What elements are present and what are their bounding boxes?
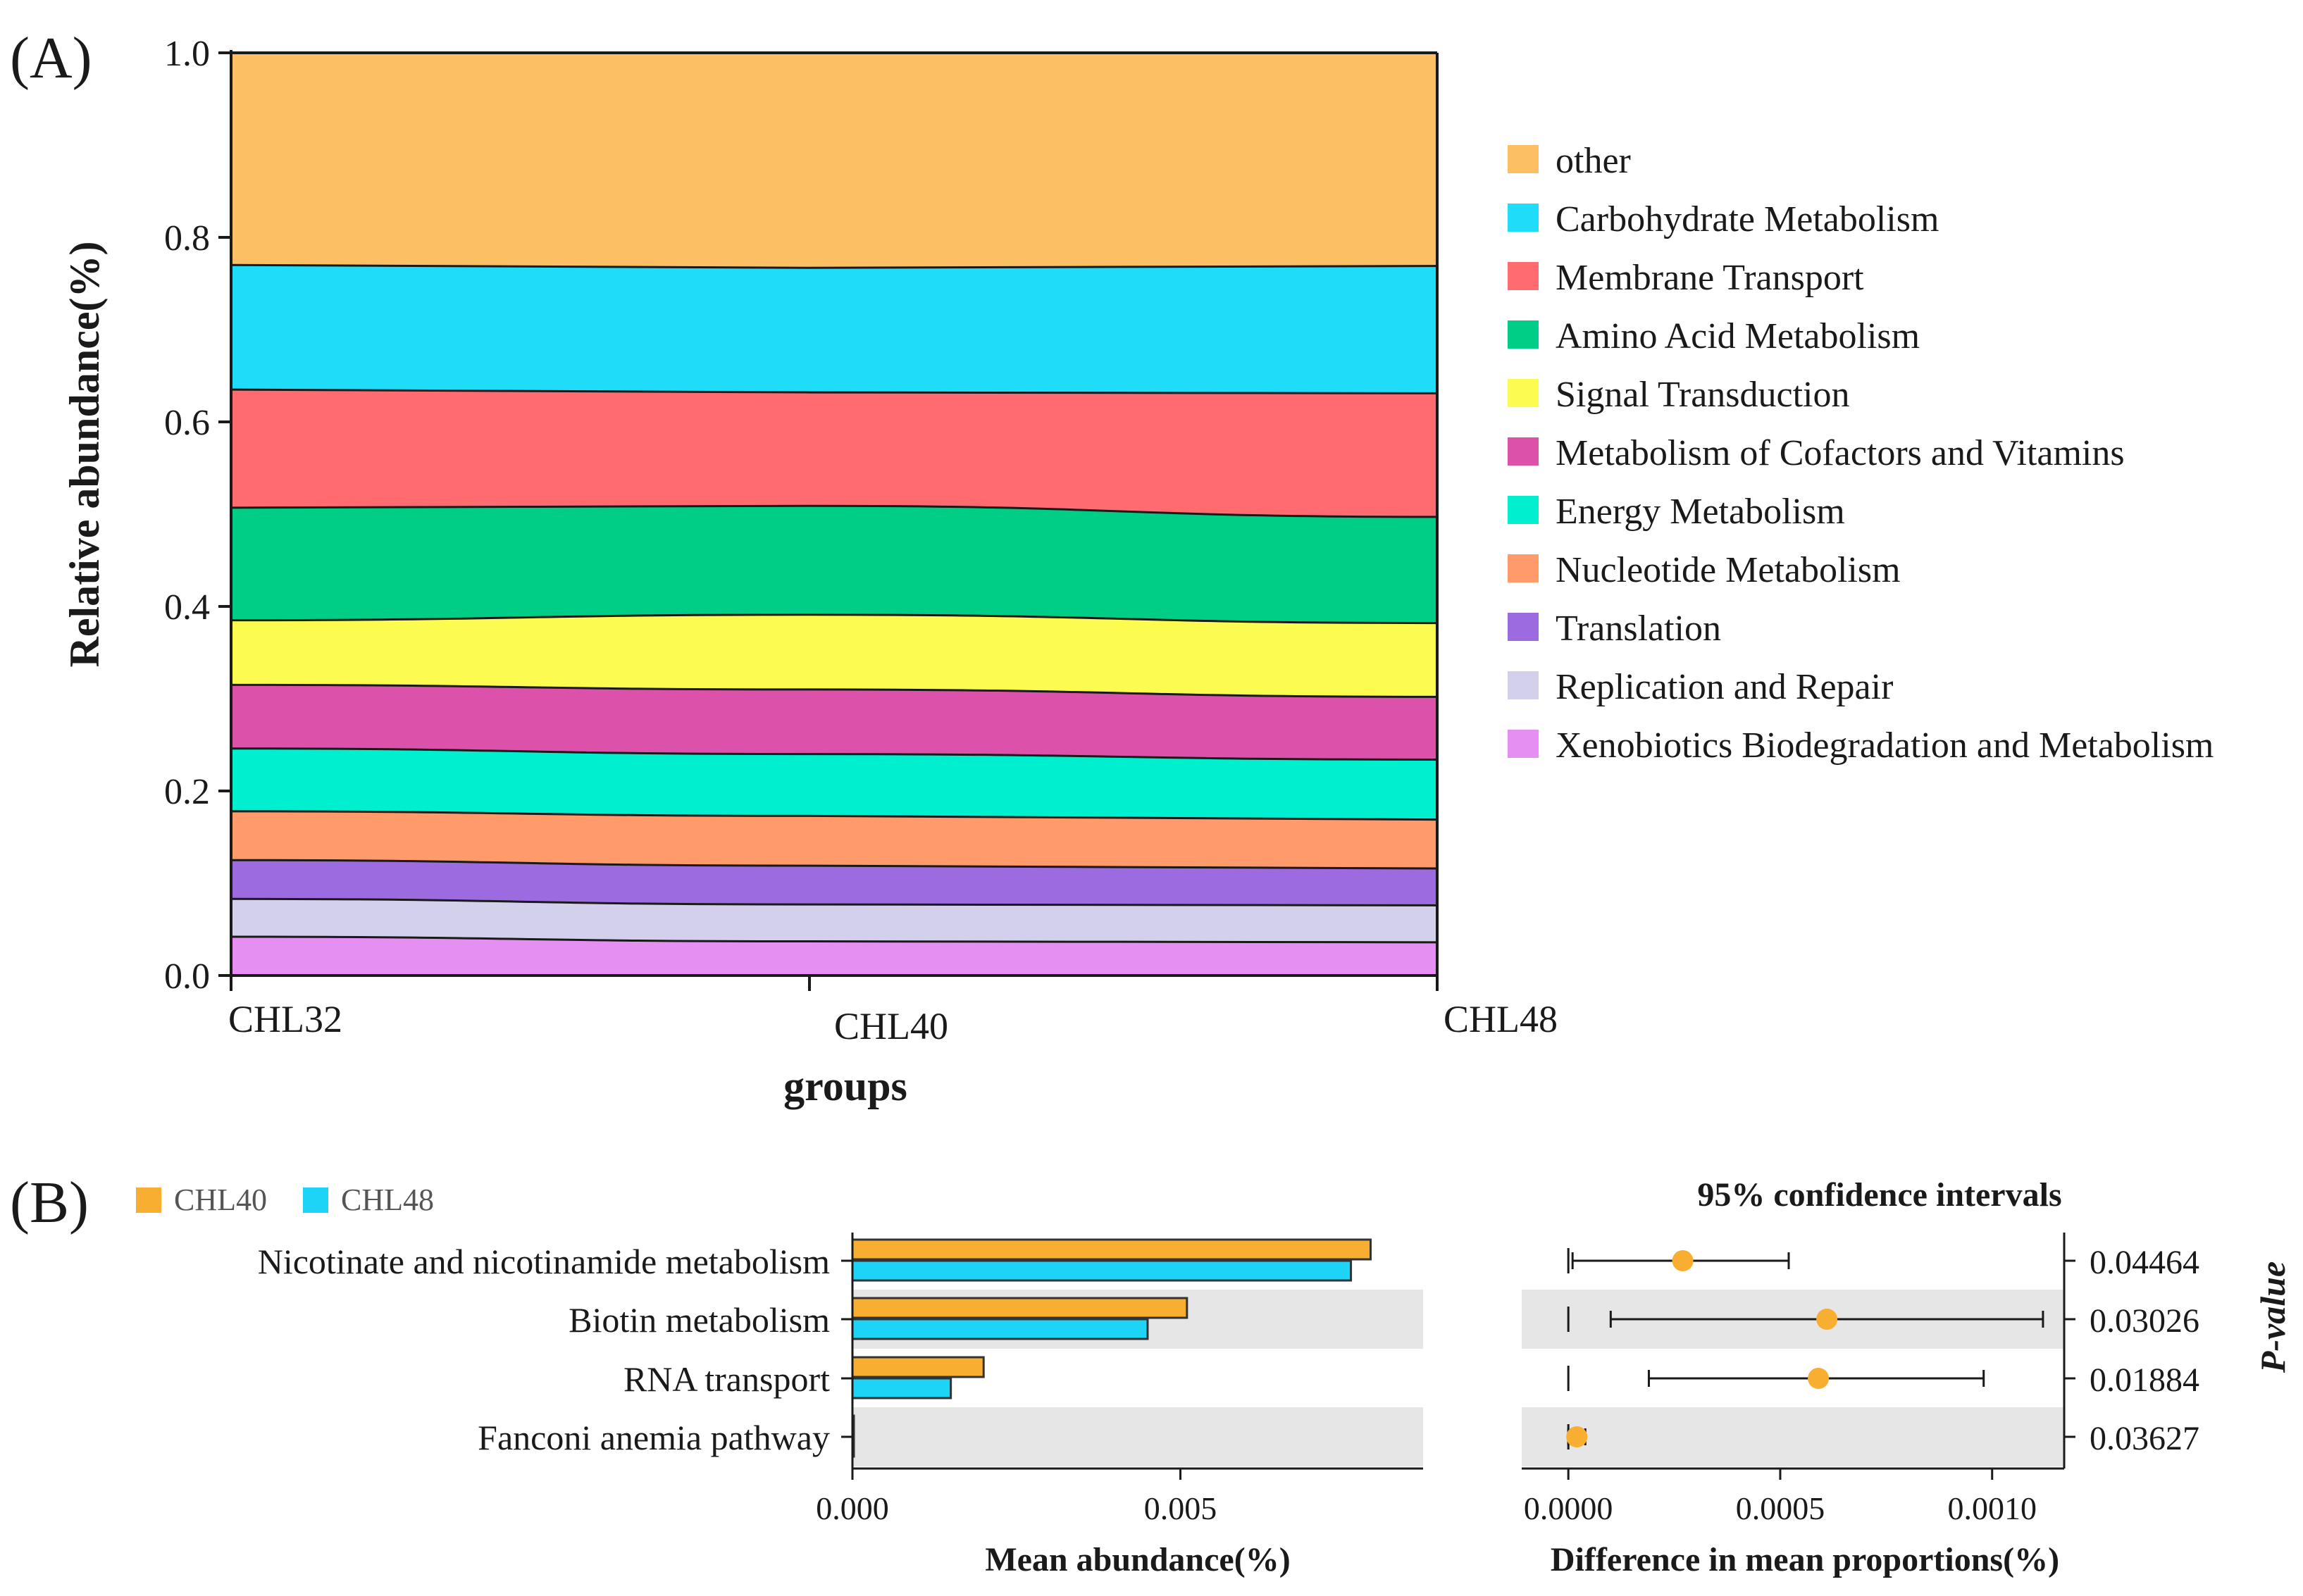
area-translation <box>231 860 1437 906</box>
legend-label-xenobiotics-biodegradation-and-metabolism: Xenobiotics Biodegradation and Metabolis… <box>1556 725 2214 766</box>
y-tick-label: 0.6 <box>164 403 210 443</box>
legend-label-chl40: CHL40 <box>174 1183 267 1217</box>
y-tick-label: 0.4 <box>164 587 210 628</box>
row-band <box>1522 1407 2064 1466</box>
legend-swatch-xenobiotics-biodegradation-and-metabolism <box>1508 730 1539 758</box>
area-boundary-line <box>230 504 1438 518</box>
area-boundary-line <box>230 859 1438 870</box>
x-axis-title: Difference in mean proportions(%) <box>1551 1541 2059 1578</box>
area-boundary-line <box>230 263 1438 269</box>
panel-b-confidence-interval-chart: 95% confidence intervals 0.04464 0.03026 0.… <box>1522 1176 2292 1578</box>
legend-swatch-chl40 <box>136 1187 161 1213</box>
p-value-label: 0.01884 <box>2090 1361 2199 1399</box>
legend-label-energy-metabolism: Energy Metabolism <box>1556 492 1845 532</box>
legend-swatch-replication-and-repair <box>1508 671 1539 699</box>
bar-chl40-biotin-metabolism <box>851 1297 1188 1319</box>
legend-swatch-energy-metabolism <box>1508 496 1539 524</box>
legend-swatch-metabolism-of-cofactors-and-vitamins <box>1508 437 1539 466</box>
category-label-nicotinate-and-nicotinamide-metabolism: Nicotinate and nicotinamide metabolism <box>258 1242 830 1281</box>
x-tick-label: 0.0000 <box>1524 1490 1613 1526</box>
x-tick-label: 0.005 <box>1144 1490 1217 1526</box>
panel-b-bar-chart: (B) CHL40 CHL48 Nicotinate and nicotinamide… <box>10 1170 1423 1578</box>
area-boundary-line <box>230 388 1438 394</box>
area-nucleotide-metabolism <box>231 811 1437 869</box>
row-band <box>852 1407 1423 1466</box>
panel-a-stream-area-chart: (A) 0.0 0.2 0.4 0.6 0.8 1.0 CHL32 CHL40 CHL48 grou… <box>10 25 2214 1109</box>
legend-label-signal-transduction: Signal Transduction <box>1556 375 1850 415</box>
legend-swatch-nucleotide-metabolism <box>1508 554 1539 582</box>
legend-label-amino-acid-metabolism: Amino Acid Metabolism <box>1556 316 1920 356</box>
legend-swatch-other <box>1508 145 1539 173</box>
area-boundary-line <box>230 613 1438 625</box>
area-boundary-line <box>230 747 1438 761</box>
ci-point <box>1808 1368 1830 1389</box>
y-tick-label: 0.8 <box>164 218 210 258</box>
x-tick-label: 0.000 <box>816 1490 889 1526</box>
x-tick-label: 0.0010 <box>1947 1490 2037 1526</box>
legend-label-carbohydrate-metabolism: Carbohydrate Metabolism <box>1556 199 1939 239</box>
legend-label-chl48: CHL48 <box>341 1183 434 1217</box>
x-tick-label: CHL32 <box>228 998 342 1040</box>
area-boundary-line <box>230 897 1438 906</box>
bar-chl48-biotin-metabolism <box>851 1318 1149 1340</box>
area-metabolism-of-cofactors-and-vitamins <box>231 685 1437 760</box>
category-label-biotin-metabolism: Biotin metabolism <box>569 1300 830 1340</box>
area-replication-and-repair <box>231 899 1437 942</box>
ci-point <box>1566 1426 1588 1447</box>
legend-swatch-amino-acid-metabolism <box>1508 320 1539 349</box>
y-tick-label: 0.0 <box>164 956 210 997</box>
legend-swatch-signal-transduction <box>1508 379 1539 407</box>
legend-label-replication-and-repair: Replication and Repair <box>1556 667 1893 707</box>
area-other <box>231 53 1437 268</box>
bar-chl48-rna-transport <box>851 1377 952 1399</box>
legend-swatch-translation <box>1508 613 1539 641</box>
y-tick-label: 0.2 <box>164 772 210 812</box>
category-label-fanconi-anemia-pathway: Fanconi anemia pathway <box>478 1418 830 1457</box>
legend-swatch-chl48 <box>303 1187 328 1213</box>
x-axis-title: groups <box>783 1063 907 1109</box>
ci-point <box>1672 1250 1694 1271</box>
p-value-label: 0.03627 <box>2090 1420 2199 1457</box>
area-signal-transduction <box>231 614 1437 697</box>
category-label-rna-transport: RNA transport <box>623 1359 830 1399</box>
x-axis-title: Mean abundance(%) <box>985 1541 1290 1578</box>
ci-point <box>1816 1309 1838 1330</box>
p-value-label: 0.04464 <box>2090 1244 2199 1281</box>
area-boundary-line <box>230 810 1438 821</box>
legend-label-translation: Translation <box>1556 609 1721 649</box>
bar-chl40-rna-transport <box>851 1356 985 1378</box>
legend-swatch-carbohydrate-metabolism <box>1508 204 1539 232</box>
p-value-label: 0.03026 <box>2090 1302 2199 1340</box>
panel-label-b: (B) <box>10 1170 89 1235</box>
x-tick-label: CHL40 <box>834 1005 948 1047</box>
area-amino-acid-metabolism <box>231 506 1437 623</box>
ci-title: 95% confidence intervals <box>1697 1176 2061 1214</box>
x-tick-label: 0.0005 <box>1736 1490 1825 1526</box>
legend-label-nucleotide-metabolism: Nucleotide Metabolism <box>1556 550 1901 590</box>
legend-label-other: other <box>1556 141 1631 181</box>
legend-swatch-membrane-transport <box>1508 262 1539 290</box>
bar-chl40-nicotinate-and-nicotinamide-metabolism <box>851 1238 1372 1261</box>
panel-label-a: (A) <box>10 25 92 91</box>
area-boundary-line <box>230 683 1438 698</box>
x-tick-label: CHL48 <box>1444 998 1558 1040</box>
area-energy-metabolism <box>231 748 1437 820</box>
legend-label-membrane-transport: Membrane Transport <box>1556 258 1864 298</box>
area-xenobiotics-biodegradation-and-metabolism <box>231 936 1437 975</box>
legend-label-metabolism-of-cofactors-and-vitamins: Metabolism of Cofactors and Vitamins <box>1556 433 2125 473</box>
area-carbohydrate-metabolism <box>231 265 1437 394</box>
area-boundary-line <box>230 935 1438 944</box>
p-value-axis-title: P-value <box>2253 1261 2292 1373</box>
y-axis-title: Relative abundance(%) <box>61 242 108 668</box>
bar-chl48-nicotinate-and-nicotinamide-metabolism <box>851 1259 1353 1282</box>
area-membrane-transport <box>231 389 1437 517</box>
y-tick-label: 1.0 <box>164 34 210 74</box>
